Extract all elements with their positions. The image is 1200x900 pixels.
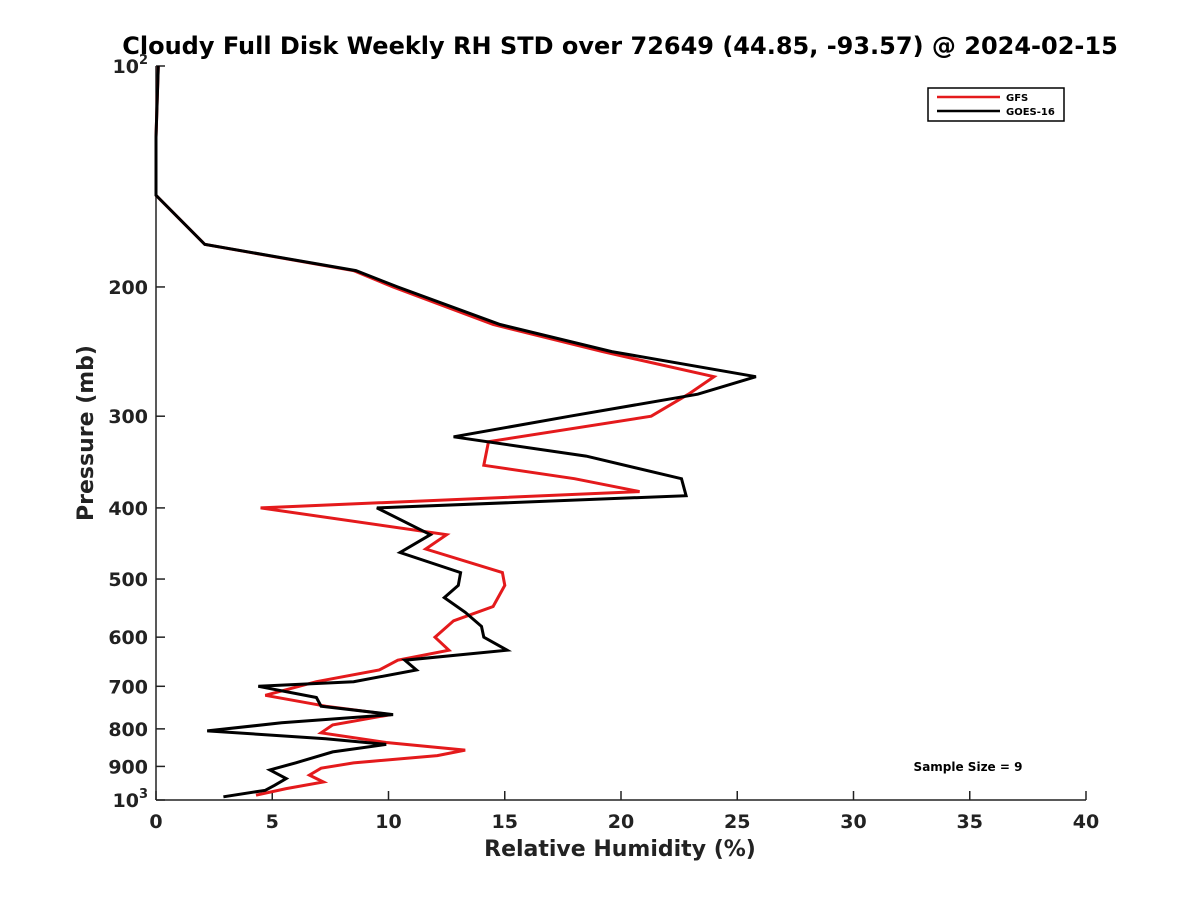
- plot-area: [155, 66, 1086, 801]
- y-tick-label: 400: [108, 498, 148, 520]
- x-tick-label: 5: [266, 811, 279, 833]
- y-tick-label: 200: [108, 277, 148, 299]
- x-tick-label: 15: [492, 811, 518, 833]
- x-tick-label: 25: [724, 811, 750, 833]
- y-tick-label: 103: [113, 787, 149, 812]
- legend: GFS GOES-16: [927, 87, 1065, 122]
- x-tick-label: 40: [1073, 811, 1099, 833]
- x-axis: 0 5 10 15 20 25 30 35 40: [149, 791, 1099, 833]
- chart-title: Cloudy Full Disk Weekly RH STD over 7264…: [122, 32, 1118, 60]
- y-tick-label: 600: [108, 627, 148, 649]
- x-tick-label: 35: [957, 811, 983, 833]
- x-tick-label: 10: [375, 811, 401, 833]
- series-layer: [154, 65, 757, 799]
- y-tick-label: 700: [108, 676, 148, 698]
- legend-label-gfs: GFS: [1006, 93, 1028, 104]
- y-tick-label: 300: [108, 406, 148, 428]
- x-axis-label: Relative Humidity (%): [484, 837, 756, 862]
- series-line-gfs: [154, 65, 718, 797]
- legend-box: [927, 87, 1065, 122]
- y-tick-label: 102: [113, 53, 149, 78]
- y-axis-label: Pressure (mb): [74, 345, 99, 521]
- series-line-goes-16: [154, 65, 757, 799]
- x-tick-label: 20: [608, 811, 634, 833]
- x-tick-label: 30: [840, 811, 866, 833]
- legend-label-goes-16: GOES-16: [1006, 107, 1055, 118]
- y-tick-label: 900: [108, 756, 148, 778]
- x-tick-label: 0: [149, 811, 162, 833]
- sample-size-annotation: Sample Size = 9: [914, 760, 1023, 774]
- y-tick-label: 500: [108, 569, 148, 591]
- y-axis: 102 200 300 400 500 600 700 800 900 103: [108, 53, 165, 812]
- y-tick-label: 800: [108, 719, 148, 741]
